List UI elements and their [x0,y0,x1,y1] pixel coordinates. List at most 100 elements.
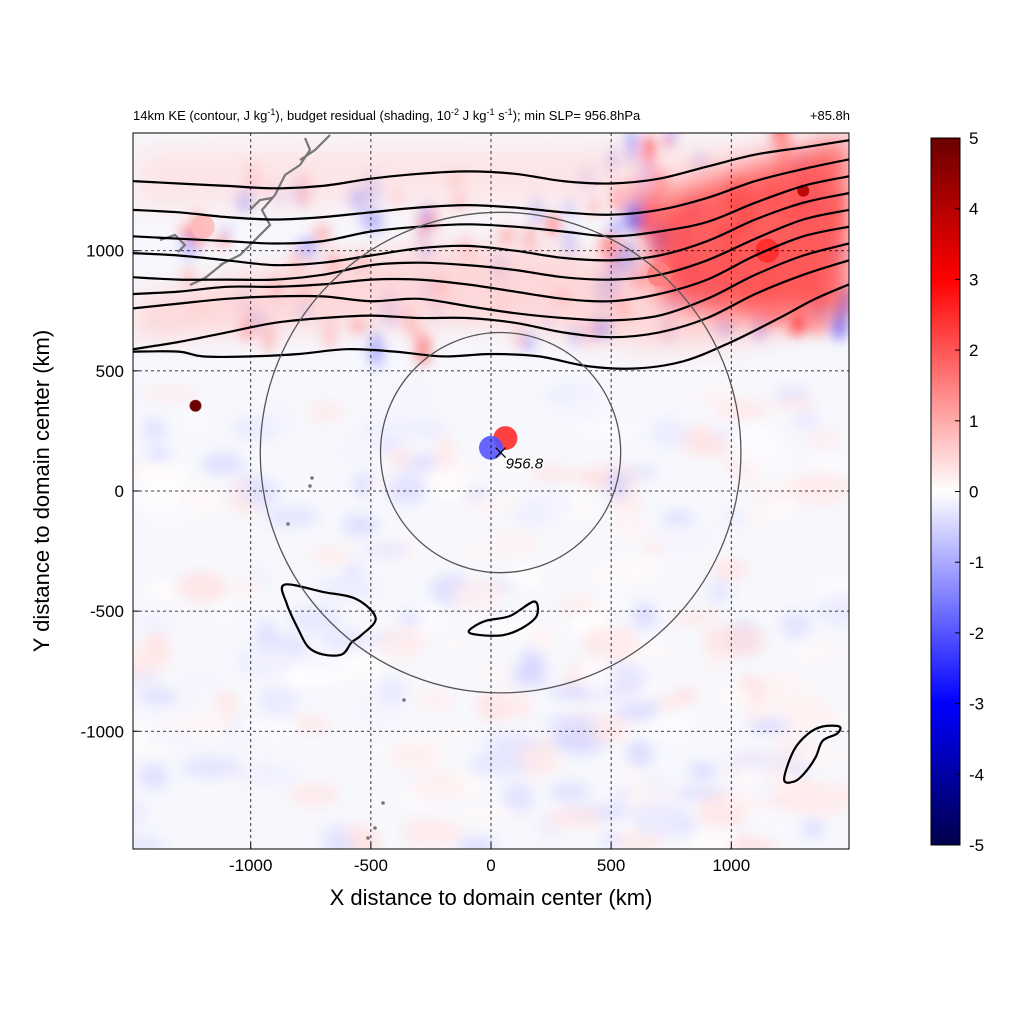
shading-cell [178,675,219,690]
shading-cell [721,509,748,527]
shading-cell [320,824,353,849]
shading-cell [736,765,761,790]
colorbar-tick-label: 4 [969,200,978,219]
shading-cell [718,684,753,707]
range-circles [259,211,742,694]
coastline-segment [249,196,273,211]
shading-cell [653,522,713,554]
colorbar-tick-label: -2 [969,624,984,643]
shading-cell [790,644,820,663]
shading-cell [458,836,497,849]
shading-cell [792,409,820,431]
shading-cell [289,783,340,807]
shading-cell [151,578,172,600]
shading-feature [190,214,215,239]
colorbar-tick-label: -5 [969,836,984,855]
shading-cell [342,514,379,537]
shading-cell [133,482,187,515]
shading-cell [268,401,292,436]
shading-cell [185,710,236,737]
shading-cell [815,594,849,627]
shading-cell [450,580,504,609]
y-tick-label: 0 [115,482,124,501]
chart-title: 14km KE (contour, J kg-1), budget residu… [133,107,641,124]
shading-cell [662,511,694,526]
shading-cell [622,768,643,784]
colorbar-tick-label: 3 [969,270,978,289]
x-tick-label: -1000 [229,856,272,875]
island-dot [402,698,406,702]
shading-streak [304,236,316,262]
shading-cell [264,507,319,527]
shading-cell [133,834,166,849]
x-tick-label: 0 [486,856,495,875]
shading-cell [546,714,606,730]
shading-cell [739,505,779,528]
ke-contour [133,175,849,245]
shading-cell [184,411,210,429]
x-axis-label: X distance to domain center (km) [330,885,653,910]
colorbar-tick-label: 1 [969,412,978,431]
shading-cell [505,564,544,590]
colorbar-tick-label: 2 [969,341,978,360]
shading-cell [307,401,346,423]
shading-cell [454,547,496,561]
ke-contour-closed [280,583,377,657]
min-slp-label: 956.8 [506,456,544,473]
shading-cell [627,740,653,767]
shading-cell [773,387,812,400]
shading-cell [138,762,169,791]
shading-cell [773,397,816,411]
shading-cell [400,815,463,849]
shading-cell [707,577,731,605]
shading-cell [503,781,534,814]
shading-cell [800,819,824,838]
shading-cell [804,455,849,471]
shading-cell [409,419,447,440]
shading-cell [321,630,373,650]
shading-cell [591,713,629,745]
shading-band-jet [133,190,849,348]
shading-cell [702,624,766,658]
y-tick-label: -1000 [81,722,124,741]
shading-cell [380,625,422,662]
storm-center-x-icon [495,447,507,459]
shading-feature-core [190,400,201,411]
shading-cell [603,554,666,586]
shading-cell [385,446,416,468]
range-circle [259,211,742,694]
storm-center: 956.8 [495,447,545,474]
shading-cell [187,482,220,518]
ke-contour [133,192,849,267]
shading-cell [147,729,199,745]
shading-cell [513,501,551,528]
shading-cell [562,451,609,467]
shading-cell [146,627,168,662]
island-dot [286,522,290,526]
shading-cell [799,748,845,769]
shading-cell [243,478,280,508]
shading-cell [631,803,694,838]
shading-cell [320,693,340,709]
shading-cell [434,435,456,470]
shading-cell [255,619,277,650]
shading-cell [529,621,555,656]
shading-cell [485,615,534,640]
ke-contours [133,139,849,784]
x-axis-ticks: -1000 -500 0 500 1000 [229,843,750,875]
shading-cell [489,458,538,471]
shading-cell [133,798,148,828]
shading-cell [647,710,696,739]
shading-cell [669,610,720,625]
y-tick-label: 500 [96,362,124,381]
colorbar-tick-label: 5 [969,129,978,148]
shading-cell [297,646,348,671]
y-axis-ticks: -1000 -500 0 500 1000 [81,242,139,741]
shading-streak [515,321,522,352]
coastline-segment [299,134,331,161]
shading-cell [804,430,842,448]
shading-cell [780,701,837,730]
ke-contour [133,259,849,351]
shading-cell [591,591,627,612]
